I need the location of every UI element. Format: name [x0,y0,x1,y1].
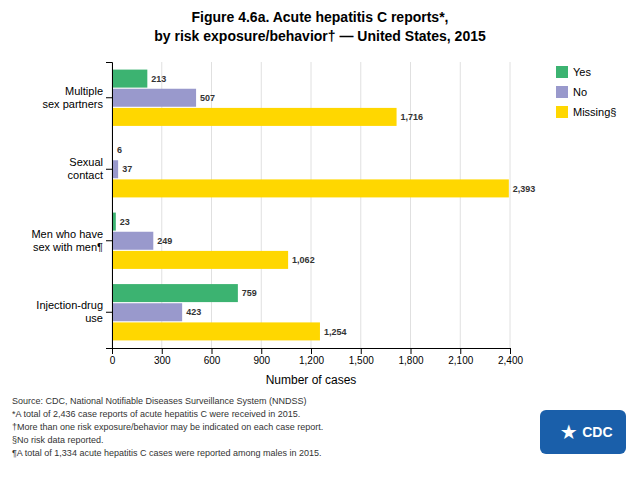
x-tick: 1,200 [299,348,324,366]
footnote: *A total of 2,436 case reports of acute … [12,409,300,419]
x-tick-label: 600 [204,355,221,366]
x-tick-mark [510,348,511,354]
bars [112,70,509,341]
data-label: 37 [122,164,132,174]
y-tick-mark [106,169,112,170]
grid-line [211,62,212,348]
x-tick: 2,400 [498,348,523,366]
bar [112,70,147,88]
y-tick: Injection-druguse [36,299,112,324]
bar [112,89,196,107]
data-label: 759 [242,288,257,298]
x-tick-label: 2,400 [498,355,523,366]
y-tick: Sexualcontact [68,156,112,181]
x-tick-label: 2,100 [448,355,473,366]
footnote: ¶A total of 1,334 acute hepatitis C case… [12,448,322,458]
footnote: Source: CDC, National Notifiable Disease… [12,396,307,406]
bar [112,284,238,302]
data-label: 6 [117,145,122,155]
badge-box [540,410,626,454]
x-axis-label: Number of cases [266,373,357,387]
bar [112,108,397,126]
badge-text: ★ [560,421,578,443]
x-tick: 0 [110,348,116,366]
badge: ★CDC [540,410,626,454]
x-tick: 600 [204,348,221,366]
grid-line [311,62,312,348]
x-tick-mark [311,348,312,354]
title: Figure 4.6a. Acute hepatitis C reports*, [192,9,449,25]
legend-item: Missing§ [556,106,616,118]
y-tick-label: Injection-druguse [36,299,103,324]
x-tick-label: 0 [110,355,116,366]
x-tick-label: 1,200 [299,355,324,366]
bar [112,179,509,197]
data-label: 1,062 [292,255,315,265]
data-label: 1,254 [324,327,347,337]
y-tick-label: Multiplesex partners [42,85,103,110]
legend-swatch [556,86,568,98]
x-tick-label: 900 [253,355,270,366]
x-axis: 0 300 600 900 1,200 1,500 1,800 2,100 2,400 [110,348,524,366]
bar [112,322,320,340]
data-label: 249 [157,236,172,246]
legend-item: No [556,86,587,98]
grid-line [360,62,361,348]
x-tick: 2,100 [448,348,473,366]
y-axis-line [106,63,113,349]
x-tick-mark [460,348,461,354]
data-label: 423 [186,307,201,317]
grid-line [410,62,411,348]
x-axis-line [113,349,511,355]
x-tick-mark [261,348,262,354]
grid-line [510,62,511,348]
data-label: 507 [200,93,215,103]
y-tick-mark [106,97,112,98]
x-tick: 300 [154,348,171,366]
grid-line [261,62,262,348]
data-label: 23 [120,217,130,227]
y-tick-label: Men who havesex with men¶ [31,228,103,253]
grid-line [460,62,461,348]
legend-label: No [573,86,587,98]
y-tick-label: Sexualcontact [68,156,103,181]
legend-swatch [556,66,568,78]
y-tick-mark [106,240,112,241]
footnotes: Source: CDC, National Notifiable Disease… [12,396,323,458]
plot: 759 23 6 213 423 249 37 507 1,254 1,062 2,393 1,716… [31,62,535,387]
data-label: 213 [151,74,166,84]
footnote: §No risk data reported. [12,435,104,445]
bar [112,232,153,250]
footnote: †More than one risk exposure/behavior ma… [12,422,323,432]
subtitle: by risk exposure/behavior† — United Stat… [154,28,486,44]
x-tick-label: 300 [154,355,171,366]
chart: Figure 4.6a. Acute hepatitis C reports*,… [0,0,640,480]
legend: Yes No Missing§ [556,66,616,118]
badge-text: CDC [582,424,612,440]
data-label: 1,716 [401,112,424,122]
x-tick-label: 1,500 [349,355,374,366]
grid [112,62,510,348]
y-axis: Injection-druguse Men who havesex with me… [31,63,112,349]
x-tick-mark [162,348,163,354]
y-tick-mark [106,312,112,313]
legend-label: Yes [573,66,591,78]
x-tick-mark [212,348,213,354]
x-tick-label: 1,800 [398,355,423,366]
data-labels: 759 23 6 213 423 249 37 507 1,254 1,062 2,393 1,716 [117,74,535,337]
x-tick-mark [361,348,362,354]
legend-item: Yes [556,66,591,78]
legend-swatch [556,106,568,118]
x-tick: 1,500 [349,348,374,366]
x-tick: 1,800 [398,348,423,366]
y-tick: Multiplesex partners [42,85,112,110]
bar [112,303,182,321]
x-tick: 900 [253,348,270,366]
bar [112,251,288,269]
x-tick-mark [411,348,412,354]
legend-label: Missing§ [573,106,616,118]
data-label: 2,393 [513,184,536,194]
y-tick: Men who havesex with men¶ [31,228,112,253]
